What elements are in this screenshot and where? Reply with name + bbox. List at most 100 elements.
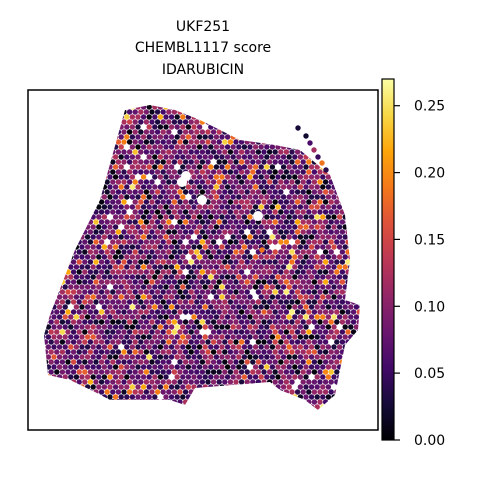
spot <box>68 364 74 370</box>
spot <box>308 284 315 290</box>
spot <box>196 234 203 240</box>
spot <box>219 274 225 280</box>
spot <box>227 279 234 285</box>
spot <box>308 304 315 310</box>
spot <box>129 194 136 200</box>
spot <box>224 224 231 230</box>
spot <box>236 374 242 380</box>
spot <box>163 244 169 250</box>
spot <box>166 369 172 375</box>
spot <box>180 114 186 120</box>
spot <box>132 219 138 225</box>
spot <box>143 169 150 175</box>
spot <box>311 299 318 305</box>
spot <box>222 209 228 215</box>
spot <box>98 289 105 295</box>
spot <box>314 294 320 300</box>
spot <box>132 119 138 125</box>
spot <box>244 309 250 315</box>
spot <box>140 144 147 150</box>
spot <box>154 269 161 275</box>
spot <box>261 239 267 245</box>
spot <box>230 354 236 360</box>
spot <box>261 269 267 275</box>
spot <box>261 199 267 205</box>
spot <box>129 324 136 330</box>
spot <box>163 304 169 310</box>
spot <box>230 284 236 290</box>
spot <box>104 329 110 335</box>
spot <box>297 184 304 190</box>
spot <box>166 169 172 175</box>
spot <box>180 274 186 280</box>
spot <box>247 214 253 220</box>
spot <box>258 174 264 180</box>
spot <box>149 339 155 345</box>
spot <box>210 149 217 155</box>
spot <box>314 344 320 350</box>
spot <box>286 234 292 240</box>
spot <box>174 314 180 320</box>
spot <box>132 289 138 295</box>
spot <box>311 199 318 205</box>
spot <box>126 299 133 305</box>
spot <box>132 109 138 115</box>
spot <box>65 319 71 325</box>
spot <box>342 324 348 330</box>
spot <box>154 359 161 365</box>
spot <box>307 140 313 146</box>
spot <box>59 289 66 295</box>
spot <box>132 159 138 165</box>
spot <box>320 334 326 340</box>
spot <box>308 234 315 240</box>
spot <box>118 214 124 220</box>
spot <box>348 304 354 310</box>
spot <box>73 374 80 380</box>
spot <box>174 274 180 280</box>
spot <box>115 329 122 335</box>
spot <box>194 159 200 165</box>
spot <box>216 139 222 145</box>
spot <box>138 199 144 205</box>
spot <box>196 354 203 360</box>
spot <box>196 254 203 260</box>
spot <box>219 154 225 160</box>
spot <box>280 234 287 240</box>
spot <box>224 254 231 260</box>
spot <box>311 189 318 195</box>
spot <box>275 374 281 380</box>
colorbar-tick-label: 0.25 <box>414 99 445 115</box>
spot <box>185 214 192 220</box>
spot <box>191 354 197 360</box>
spot <box>241 304 248 310</box>
spot <box>238 219 245 225</box>
spot <box>126 189 133 195</box>
spot <box>152 284 158 290</box>
spot <box>51 324 57 330</box>
spot <box>121 159 127 165</box>
spot <box>84 254 91 260</box>
spot <box>110 359 116 365</box>
spot <box>292 334 298 340</box>
spot <box>255 259 262 265</box>
spot <box>199 269 206 275</box>
spot <box>322 289 329 295</box>
spot <box>297 174 304 180</box>
spot <box>96 294 102 300</box>
spot <box>294 309 301 315</box>
spot <box>93 309 99 315</box>
spot <box>289 209 295 215</box>
spot <box>266 269 273 275</box>
spot <box>236 334 242 340</box>
spot <box>325 204 332 210</box>
spot <box>68 354 74 360</box>
spot <box>168 354 175 360</box>
spot <box>292 324 298 330</box>
spot <box>266 219 273 225</box>
spot <box>129 344 136 350</box>
spot <box>160 329 166 335</box>
spot <box>320 244 326 250</box>
spot <box>143 159 150 165</box>
spot <box>303 174 309 180</box>
spot <box>238 209 245 215</box>
